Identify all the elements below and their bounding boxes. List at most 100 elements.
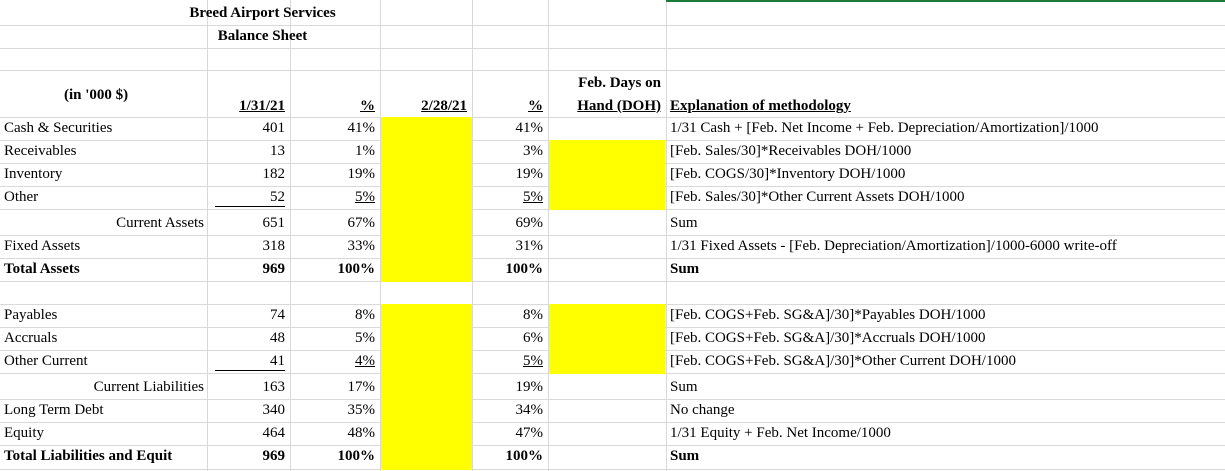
col-header-explanation[interactable]: Explanation of methodology: [670, 98, 851, 114]
gridline-row: [0, 469, 1225, 470]
cell-pct-feb[interactable]: 6%: [523, 330, 543, 346]
col-header-pct2[interactable]: %: [528, 98, 543, 114]
row-label: Other: [4, 189, 39, 205]
cell-explanation[interactable]: 1/31 Equity + Feb. Net Income/1000: [670, 425, 891, 441]
cell-pct-jan[interactable]: 67%: [347, 215, 376, 231]
cell-value-jan[interactable]: 340: [262, 402, 286, 418]
cell-pct-jan[interactable]: 8%: [355, 307, 375, 323]
cell-pct-jan[interactable]: 48%: [347, 425, 376, 441]
cell-value-jan[interactable]: 969: [262, 448, 286, 464]
cell-value-jan[interactable]: 52: [215, 188, 285, 207]
cell-pct-feb[interactable]: 41%: [515, 120, 544, 136]
cell-explanation[interactable]: [Feb. COGS+Feb. SG&A]/30]*Accruals DOH/1…: [670, 330, 986, 346]
input-cells-asset-doh[interactable]: [549, 140, 665, 210]
cell-pct-feb[interactable]: 8%: [523, 307, 543, 323]
cell-pct-feb[interactable]: 3%: [523, 143, 543, 159]
col-header-doh-line2[interactable]: Hand (DOH): [577, 98, 661, 114]
cell-pct-feb[interactable]: 19%: [515, 166, 544, 182]
cell-pct-jan[interactable]: 41%: [347, 120, 376, 136]
row-label-total: Total Assets: [4, 261, 80, 277]
input-cells-liability-doh[interactable]: [549, 304, 665, 374]
cell-pct-jan[interactable]: 19%: [347, 166, 376, 182]
gridline-row: [0, 25, 1225, 26]
row-label: Long Term Debt: [4, 402, 104, 418]
gridline-row: [0, 235, 1225, 236]
cell-value-jan[interactable]: 401: [262, 120, 286, 136]
cell-explanation[interactable]: 1/31 Fixed Assets - [Feb. Depreciation/A…: [670, 238, 1117, 254]
cell-value-jan[interactable]: 41: [215, 352, 285, 371]
selection-border: [666, 0, 1225, 2]
cell-pct-jan[interactable]: 100%: [337, 261, 376, 277]
row-label: Payables: [4, 307, 58, 323]
cell-explanation[interactable]: [Feb. Sales/30]*Receivables DOH/1000: [670, 143, 912, 159]
cell-pct-jan[interactable]: 1%: [355, 143, 375, 159]
input-cells-liabilities[interactable]: [381, 304, 472, 470]
cell-pct-feb-text: 5%: [523, 189, 543, 205]
gridline-row: [0, 117, 1225, 118]
cell-value-jan[interactable]: 13: [270, 143, 285, 159]
row-label: Inventory: [4, 166, 63, 182]
cell-value-jan[interactable]: 182: [262, 166, 286, 182]
cell-explanation[interactable]: Sum: [670, 379, 698, 395]
cell-pct-feb[interactable]: 100%: [505, 261, 544, 277]
row-label: Fixed Assets: [4, 238, 81, 254]
cell-pct-jan[interactable]: 5%: [355, 330, 375, 346]
cell-pct-jan[interactable]: 4%: [300, 352, 375, 370]
cell-pct-jan[interactable]: 17%: [347, 379, 376, 395]
cell-pct-feb[interactable]: 31%: [515, 238, 544, 254]
row-label: Equity: [4, 425, 44, 441]
cell-pct-feb[interactable]: 47%: [515, 425, 544, 441]
gridline-row: [0, 70, 1225, 71]
row-label-total: Total Liabilities and Equit: [4, 448, 173, 464]
cell-value-jan[interactable]: 74: [270, 307, 285, 323]
cell-pct-jan[interactable]: 35%: [347, 402, 376, 418]
gridline-row: [0, 281, 1225, 282]
cell-pct-feb[interactable]: 5%: [480, 188, 543, 206]
cell-value-jan[interactable]: 464: [262, 425, 286, 441]
cell-explanation[interactable]: Sum: [670, 448, 700, 464]
cell-pct-feb[interactable]: 19%: [515, 379, 544, 395]
cell-explanation[interactable]: Sum: [670, 261, 700, 277]
cell-pct-feb-text: 5%: [523, 353, 543, 369]
col-header-date1[interactable]: 1/31/21: [239, 98, 285, 114]
cell-pct-jan[interactable]: 5%: [300, 188, 375, 206]
units-label: (in '000 $): [64, 87, 129, 103]
cell-explanation[interactable]: [Feb. COGS/30]*Inventory DOH/1000: [670, 166, 906, 182]
input-cells-assets[interactable]: [381, 117, 472, 282]
gridline-row: [0, 422, 1225, 423]
row-label-subtotal: Current Liabilities: [93, 379, 204, 395]
row-label: Cash & Securities: [4, 120, 113, 136]
cell-explanation[interactable]: No change: [670, 402, 735, 418]
row-label: Other Current: [4, 353, 88, 369]
row-label: Receivables: [4, 143, 77, 159]
cell-pct-jan-text: 5%: [355, 189, 375, 205]
cell-value-jan[interactable]: 163: [262, 379, 286, 395]
col-header-doh-line1[interactable]: Feb. Days on: [578, 75, 661, 91]
cell-explanation[interactable]: [Feb. COGS+Feb. SG&A]/30]*Payables DOH/1…: [670, 307, 986, 323]
row-label-subtotal: Current Assets: [116, 215, 204, 231]
company-name: Breed Airport Services: [189, 5, 336, 21]
cell-value-jan[interactable]: 651: [262, 215, 286, 231]
cell-pct-feb[interactable]: 5%: [480, 352, 543, 370]
statement-title: Balance Sheet: [217, 28, 308, 44]
cell-pct-feb[interactable]: 69%: [515, 215, 544, 231]
cell-explanation[interactable]: [Feb. COGS+Feb. SG&A]/30]*Other Current …: [670, 353, 1016, 369]
row-label: Accruals: [4, 330, 58, 346]
cell-value-jan[interactable]: 318: [262, 238, 286, 254]
cell-pct-jan[interactable]: 100%: [337, 448, 376, 464]
cell-pct-jan[interactable]: 33%: [347, 238, 376, 254]
cell-pct-feb[interactable]: 100%: [505, 448, 544, 464]
cell-explanation[interactable]: 1/31 Cash + [Feb. Net Income + Feb. Depr…: [670, 120, 1099, 136]
cell-explanation[interactable]: [Feb. Sales/30]*Other Current Assets DOH…: [670, 189, 965, 205]
gridline-row: [0, 399, 1225, 400]
cell-pct-feb[interactable]: 34%: [515, 402, 544, 418]
col-header-date2[interactable]: 2/28/21: [421, 98, 467, 114]
gridline-row: [0, 445, 1225, 446]
cell-value-jan[interactable]: 48: [270, 330, 285, 346]
cell-value-jan[interactable]: 969: [262, 261, 286, 277]
cell-explanation[interactable]: Sum: [670, 215, 698, 231]
col-header-pct1[interactable]: %: [360, 98, 375, 114]
cell-pct-jan-text: 4%: [355, 353, 375, 369]
gridline-row: [0, 258, 1225, 259]
